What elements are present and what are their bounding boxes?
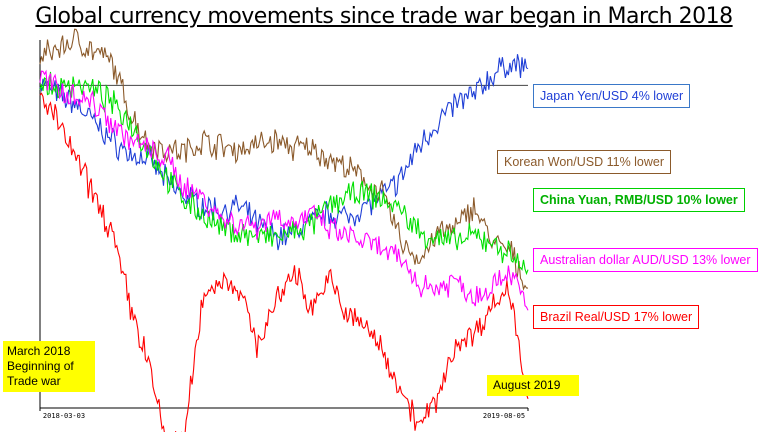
series-line [39,69,529,311]
series-label: Japan Yen/USD 4% lower [533,84,691,108]
annotation-line: Trade war [7,374,61,388]
series-line [39,54,529,251]
tick-labels: 2018-03-03 2019-08-05 [43,412,525,420]
series-label: Korean Won/USD 11% lower [497,150,672,174]
series-line [39,92,529,432]
series-layer [39,28,529,432]
series-line [39,28,529,291]
series-line [39,71,529,276]
series-label: Brazil Real/USD 17% lower [533,305,700,329]
series-label: China Yuan, RMB/USD 10% lower [533,188,745,212]
annotation-line: March 2018 [7,344,71,358]
annotation-line: August 2019 [493,378,561,392]
series-label: Australian dollar AUD/USD 13% lower [533,248,758,272]
annotation-start: March 2018 Beginning of Trade war [3,341,95,392]
chart-title: Global currency movements since trade wa… [35,4,733,29]
x-tick-label: 2019-08-05 [483,412,525,420]
x-tick-label: 2018-03-03 [43,412,85,420]
annotation-line: Beginning of [7,359,74,373]
annotation-end: August 2019 [487,375,579,396]
